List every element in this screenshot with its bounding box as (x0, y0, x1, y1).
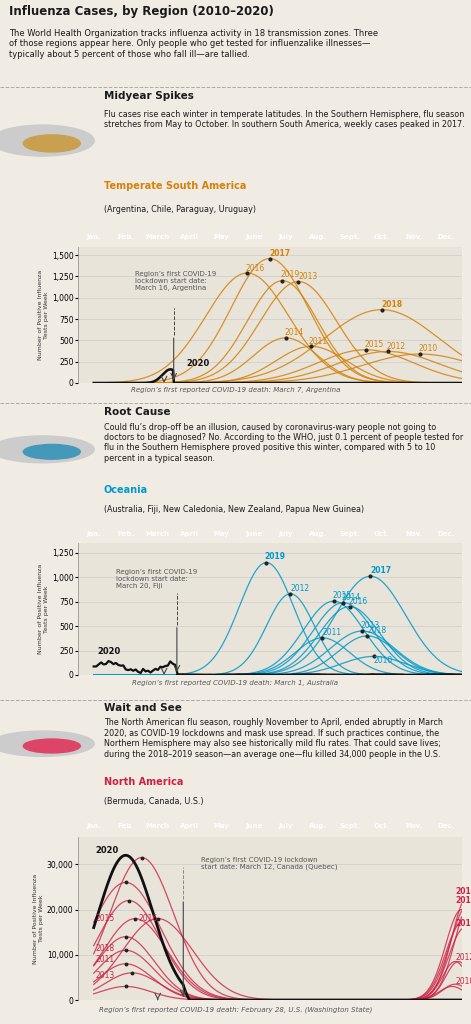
Text: 2018: 2018 (95, 943, 114, 952)
Text: Temperate South America: Temperate South America (104, 181, 246, 191)
Circle shape (23, 135, 80, 152)
Text: 2017: 2017 (455, 896, 471, 905)
Y-axis label: Number of Positive Influenza
Tests per Week: Number of Positive Influenza Tests per W… (33, 873, 44, 964)
Text: Aug.: Aug. (309, 234, 327, 241)
Text: 2015: 2015 (364, 340, 383, 349)
Text: Feb.: Feb. (117, 531, 134, 537)
Text: 2020: 2020 (97, 647, 120, 656)
Text: Feb.: Feb. (117, 823, 134, 829)
Text: June: June (245, 531, 262, 537)
Text: June: June (245, 234, 262, 241)
Text: May: May (214, 531, 229, 537)
Text: Dec.: Dec. (437, 823, 454, 829)
Text: 2014: 2014 (284, 329, 303, 337)
Text: Midyear Spikes: Midyear Spikes (104, 91, 194, 101)
Text: Dec.: Dec. (437, 234, 454, 241)
Text: 2020: 2020 (187, 359, 210, 368)
Text: 2011: 2011 (323, 629, 341, 637)
Text: Nov.: Nov. (405, 234, 422, 241)
Text: Oceania: Oceania (104, 484, 148, 495)
Text: (Bermuda, Canada, U.S.): (Bermuda, Canada, U.S.) (104, 797, 203, 806)
Text: 2016: 2016 (246, 263, 265, 272)
Text: Root Cause: Root Cause (104, 407, 170, 417)
Text: 2012: 2012 (291, 584, 309, 593)
Y-axis label: Number of Positive Influenza
Tests per Week: Number of Positive Influenza Tests per W… (38, 564, 49, 654)
Text: 2019: 2019 (265, 552, 286, 561)
Text: 2020: 2020 (95, 846, 119, 855)
Text: (Argentina, Chile, Paraguay, Uruguay): (Argentina, Chile, Paraguay, Uruguay) (104, 206, 256, 214)
Circle shape (0, 731, 94, 757)
Text: Sept.: Sept. (339, 234, 360, 241)
Text: (Australia, Fiji, New Caledonia, New Zealand, Papua New Guinea): (Australia, Fiji, New Caledonia, New Zea… (104, 506, 364, 514)
Text: March: March (146, 531, 170, 537)
Text: Nov.: Nov. (405, 531, 422, 537)
Text: March: March (146, 234, 170, 241)
Text: Jan.: Jan. (86, 234, 101, 241)
Text: July: July (278, 234, 293, 241)
Text: Oct.: Oct. (374, 531, 390, 537)
Text: 2012: 2012 (455, 952, 471, 962)
Text: Aug.: Aug. (309, 531, 327, 537)
Text: 2010: 2010 (374, 656, 393, 666)
Text: May: May (214, 823, 229, 829)
Text: May: May (214, 234, 229, 241)
Text: Flu cases rise each winter in temperate latitudes. In the Southern Hemisphere, f: Flu cases rise each winter in temperate … (104, 110, 464, 129)
Text: March: March (146, 823, 170, 829)
Text: Region’s first COVID-19 lockdown
start date: March 12, Canada (Quebec): Region’s first COVID-19 lockdown start d… (201, 857, 337, 870)
Text: Sept.: Sept. (339, 531, 360, 537)
Text: Region’s first COVID-19
lockdown start date:
March 20, Fiji: Region’s first COVID-19 lockdown start d… (116, 569, 197, 590)
Text: 2016: 2016 (138, 914, 158, 923)
Text: 2017: 2017 (269, 249, 291, 258)
Text: 2019: 2019 (281, 270, 300, 280)
Text: Jan.: Jan. (86, 823, 101, 829)
Text: 2015: 2015 (95, 914, 114, 923)
Text: Region’s first reported COVID-19 death: February 28, U.S. (Washington State): Region’s first reported COVID-19 death: … (99, 1007, 372, 1013)
Text: Influenza Cases, by Region (2010–2020): Influenza Cases, by Region (2010–2020) (9, 5, 274, 18)
Text: 2018: 2018 (382, 300, 403, 309)
Text: 2013: 2013 (95, 971, 114, 980)
Text: The World Health Organization tracks influenza activity in 18 transmission zones: The World Health Organization tracks inf… (9, 29, 379, 58)
Text: Could flu’s drop-off be an illusion, caused by coronavirus-wary people not going: Could flu’s drop-off be an illusion, cau… (104, 423, 463, 463)
Text: 2012: 2012 (386, 342, 406, 351)
Text: 2017: 2017 (370, 566, 391, 575)
Text: Nov.: Nov. (405, 823, 422, 829)
Text: July: July (278, 531, 293, 537)
Text: The North American flu season, roughly November to April, ended abruptly in Marc: The North American flu season, roughly N… (104, 719, 442, 759)
Text: April: April (180, 234, 199, 241)
Text: July: July (278, 823, 293, 829)
Text: Jan.: Jan. (86, 531, 101, 537)
Text: Dec.: Dec. (437, 531, 454, 537)
Text: 2014: 2014 (455, 919, 471, 928)
Text: Oct.: Oct. (374, 823, 390, 829)
Text: 2011: 2011 (308, 337, 327, 346)
Circle shape (0, 125, 94, 156)
Text: Region’s first COVID-19
lockdown start date:
March 16, Argentina: Region’s first COVID-19 lockdown start d… (135, 271, 217, 291)
Text: 2018: 2018 (367, 626, 386, 635)
Text: 2010: 2010 (455, 978, 471, 986)
Text: Aug.: Aug. (309, 823, 327, 829)
Text: Oct.: Oct. (374, 234, 390, 241)
Text: 2013: 2013 (299, 272, 317, 282)
Y-axis label: Number of Positive Influenza
Tests per Week: Number of Positive Influenza Tests per W… (38, 269, 49, 359)
Text: April: April (180, 823, 199, 829)
Text: 2013: 2013 (361, 621, 380, 630)
Circle shape (23, 444, 80, 459)
Text: 2015: 2015 (332, 591, 351, 600)
Circle shape (23, 739, 80, 753)
Text: 2014: 2014 (341, 593, 361, 602)
Text: Feb.: Feb. (117, 234, 134, 241)
Text: April: April (180, 531, 199, 537)
Circle shape (0, 436, 94, 463)
Text: 2019: 2019 (455, 887, 471, 896)
Text: Region’s first reported COVID-19 death: March 1, Australia: Region’s first reported COVID-19 death: … (132, 680, 339, 686)
Text: 2016: 2016 (348, 597, 367, 605)
Text: North America: North America (104, 777, 183, 787)
Text: Wait and See: Wait and See (104, 703, 181, 714)
Text: 2011: 2011 (95, 954, 114, 964)
Text: June: June (245, 823, 262, 829)
Text: Region’s first reported COVID-19 death: March 7, Argentina: Region’s first reported COVID-19 death: … (131, 387, 340, 393)
Text: Sept.: Sept. (339, 823, 360, 829)
Text: 2010: 2010 (418, 344, 438, 353)
